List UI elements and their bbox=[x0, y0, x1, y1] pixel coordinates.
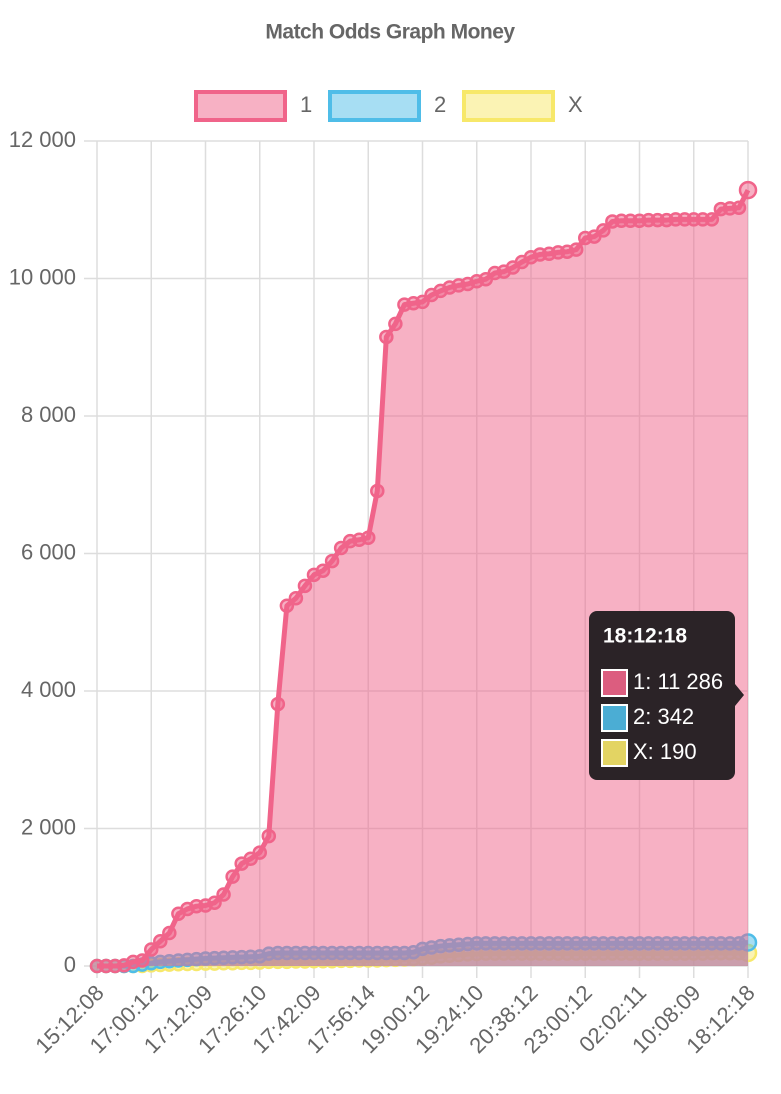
tooltip-swatch bbox=[601, 704, 628, 732]
y-tick-label: 0 bbox=[64, 952, 76, 977]
point bbox=[134, 953, 150, 968]
legend-swatch bbox=[194, 90, 287, 122]
legend-swatch bbox=[328, 90, 421, 122]
tooltip-swatch bbox=[601, 739, 628, 767]
tooltip-swatch bbox=[601, 669, 628, 697]
tooltip-title: 18:12:18 bbox=[603, 625, 687, 648]
area bbox=[97, 190, 748, 966]
legend-label: 2 bbox=[434, 92, 446, 117]
y-tick-label: 8 000 bbox=[21, 402, 76, 427]
tooltip-box bbox=[589, 611, 735, 780]
point bbox=[370, 483, 385, 499]
plot bbox=[89, 180, 758, 974]
point bbox=[270, 696, 286, 712]
point bbox=[297, 578, 313, 594]
legend-label: 1 bbox=[300, 92, 312, 117]
y-tick-label: 4 000 bbox=[21, 677, 76, 702]
point bbox=[361, 530, 376, 545]
point bbox=[162, 925, 177, 941]
y-tick-label: 12 000 bbox=[9, 127, 76, 152]
tooltip-arrow bbox=[735, 684, 744, 706]
point bbox=[704, 212, 720, 227]
point bbox=[225, 869, 240, 884]
point bbox=[153, 934, 168, 949]
point bbox=[738, 180, 758, 200]
point bbox=[279, 598, 295, 613]
point bbox=[288, 590, 304, 606]
tooltip: 18:12:18 1: 11 286 2: 342 X: 190 bbox=[589, 611, 744, 780]
tooltip-item: 1: 11 286 bbox=[633, 669, 723, 694]
legend-label: X bbox=[568, 92, 583, 117]
legend-swatch bbox=[462, 90, 555, 122]
point bbox=[379, 329, 394, 345]
chart-title: Match Odds Graph Money bbox=[265, 21, 515, 44]
point bbox=[324, 553, 340, 569]
point bbox=[568, 242, 584, 257]
tooltip-item: 2: 342 bbox=[633, 704, 694, 729]
y-tick-label: 2 000 bbox=[21, 814, 76, 839]
point bbox=[261, 828, 277, 844]
y-tick-label: 6 000 bbox=[21, 539, 76, 564]
y-tick-label: 10 000 bbox=[9, 264, 76, 289]
point bbox=[596, 223, 611, 238]
point bbox=[388, 316, 403, 332]
point bbox=[207, 895, 222, 910]
point bbox=[731, 200, 747, 215]
point bbox=[315, 563, 331, 578]
tooltip-item: X: 190 bbox=[633, 739, 697, 764]
point bbox=[216, 887, 231, 902]
point bbox=[252, 845, 267, 860]
point bbox=[144, 942, 159, 957]
legend: 1 2 X bbox=[194, 90, 583, 122]
